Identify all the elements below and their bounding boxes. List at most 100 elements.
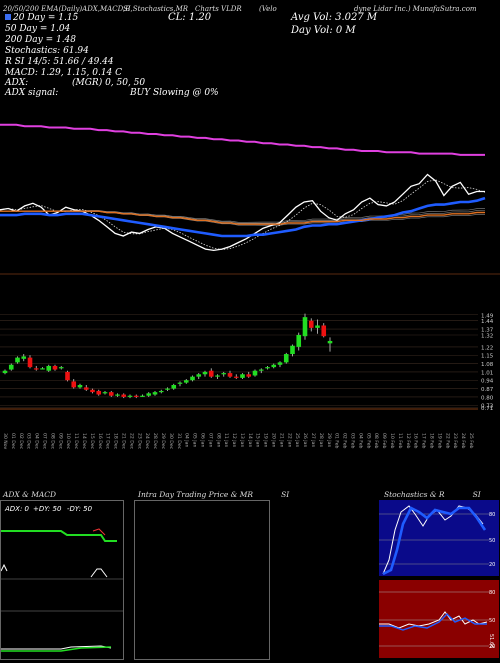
rsi-tick: 80 — [489, 590, 495, 596]
candle-body — [8, 364, 14, 370]
candle-body — [152, 392, 158, 395]
y-tick-label: 1.49 — [481, 313, 494, 319]
x-tick-label: 01 Dec — [10, 433, 16, 450]
close-price: CL: 1.20 — [168, 12, 212, 23]
rsi-tick: 20 — [489, 644, 495, 650]
x-tick-label: 27 Jan — [310, 433, 316, 447]
x-tick-label: 31 Dec — [176, 433, 182, 450]
candle-body — [40, 368, 45, 370]
candle-body — [202, 371, 208, 375]
x-tick-label: 16 Feb — [413, 433, 419, 449]
y-tick-label: 1.44 — [481, 319, 494, 325]
y-tick-label: 1.22 — [481, 345, 493, 351]
x-tick-label: 30 Dec — [168, 433, 174, 450]
adx-spike-left — [0, 563, 8, 572]
candle-body — [102, 392, 108, 394]
x-tick-label: 21 Dec — [120, 433, 126, 450]
candle-body — [190, 376, 195, 381]
candle-body — [321, 325, 327, 337]
y-tick-label: 0.73 — [481, 404, 494, 410]
x-tick-label: 18 Dec — [113, 433, 119, 450]
candle-body — [2, 370, 8, 374]
candle-body — [221, 373, 227, 375]
x-tick-label: 29 Dec — [160, 433, 166, 450]
candle-body — [265, 367, 270, 369]
series-price — [0, 173, 485, 252]
candle-body — [90, 389, 95, 393]
adx-legend-2: -DY: 50 — [67, 505, 93, 513]
x-tick-label: 12 Jan — [231, 433, 237, 447]
candle-body — [58, 367, 64, 369]
x-tick-label: 17 Feb — [421, 433, 427, 449]
info-block: 20 Day = 1.15 50 Day = 1.04 200 Day = 1.… — [5, 13, 122, 79]
x-tick-label: 24 Dec — [144, 433, 150, 450]
candle-body — [308, 320, 314, 328]
macd-signal-line — [1, 646, 112, 652]
x-tick-label: 11 Feb — [397, 433, 403, 449]
stoch-tick: 20 — [489, 562, 495, 568]
x-tick-label: 29 Jan — [326, 433, 332, 447]
candle-body — [121, 394, 127, 397]
x-tick-label: 12 Feb — [405, 433, 411, 449]
adx-macd-panel: ADX: 0 +DY: 50 -DY: 50 — [0, 500, 124, 660]
candle-body — [21, 356, 27, 359]
stoch-tick: 80 — [489, 512, 495, 518]
candle-body — [52, 365, 58, 370]
adx-legend-1: +DY: 50 — [33, 505, 62, 513]
candle-body — [96, 390, 102, 395]
candle-body — [196, 374, 202, 377]
x-tick-label: 03 Feb — [350, 433, 356, 449]
x-tick-label: 04 Jan — [184, 433, 190, 447]
buy-signal-text: BUY Slowing @ 0% — [130, 88, 219, 98]
rsi-signal-line — [379, 613, 487, 631]
candle-body — [77, 385, 83, 388]
y-tick-label: 0.80 — [481, 395, 494, 401]
candle-body — [252, 370, 258, 376]
x-tick-label: 11 Dec — [73, 433, 79, 450]
x-tick-label: 16 Dec — [97, 433, 103, 450]
rsi-value-label: 51.66 — [488, 634, 494, 648]
y-tick-label: 0.87 — [481, 387, 494, 393]
x-tick-label: 14 Dec — [81, 433, 87, 450]
x-tick-label: 10 Feb — [389, 433, 395, 449]
x-tick-label: 06 Jan — [199, 433, 205, 447]
candle-body — [283, 354, 289, 363]
chart-title-part: Charts VLDR — [195, 5, 242, 13]
adx-spike-right — [90, 568, 108, 578]
ema-chart — [0, 123, 500, 275]
candle-body — [208, 370, 214, 377]
candle-body — [327, 340, 333, 344]
price-average-line — [0, 179, 486, 250]
x-tick-label: 22 Feb — [444, 433, 450, 449]
x-tick-label: 15 Jan — [255, 433, 261, 447]
candle-body — [33, 368, 39, 370]
chart-title: 20/50/200 EMA(Daily)ADX,MACD,B — [3, 5, 131, 13]
x-tick-label: 19 Jan — [263, 433, 269, 447]
candle-body — [240, 374, 245, 378]
rsi-background — [379, 580, 499, 658]
x-tick-label: 08 Jan — [215, 433, 221, 447]
x-tick-label: 23 Feb — [452, 433, 458, 449]
x-tick-label: 25 Jan — [294, 433, 300, 447]
adx-legend-0: ADX: 0 — [4, 505, 30, 513]
x-tick-label: 10 Dec — [65, 433, 71, 450]
candle-body — [108, 392, 114, 396]
candle-body — [158, 390, 164, 393]
candle-body — [140, 395, 145, 397]
x-tick-label: 22 Dec — [128, 433, 134, 450]
candle-body — [27, 357, 33, 368]
x-tick-label: 30 Nov — [2, 433, 8, 450]
ema20-swatch — [5, 14, 11, 20]
minus-dy-line — [92, 528, 106, 536]
y-tick-label: 1.15 — [481, 354, 494, 360]
candle-body — [171, 385, 177, 389]
candle-body — [246, 374, 252, 377]
y-tick-label: 1.08 — [481, 362, 494, 368]
rsi-tick: 50 — [489, 618, 495, 624]
y-tick-label: 1.37 — [481, 328, 494, 334]
candle-body — [83, 387, 89, 390]
x-tick-label: 08 Feb — [373, 433, 379, 449]
stoch-rsi-title: Stochastics & R SI — [384, 490, 481, 499]
x-tick-label: 13 Jan — [239, 433, 245, 447]
